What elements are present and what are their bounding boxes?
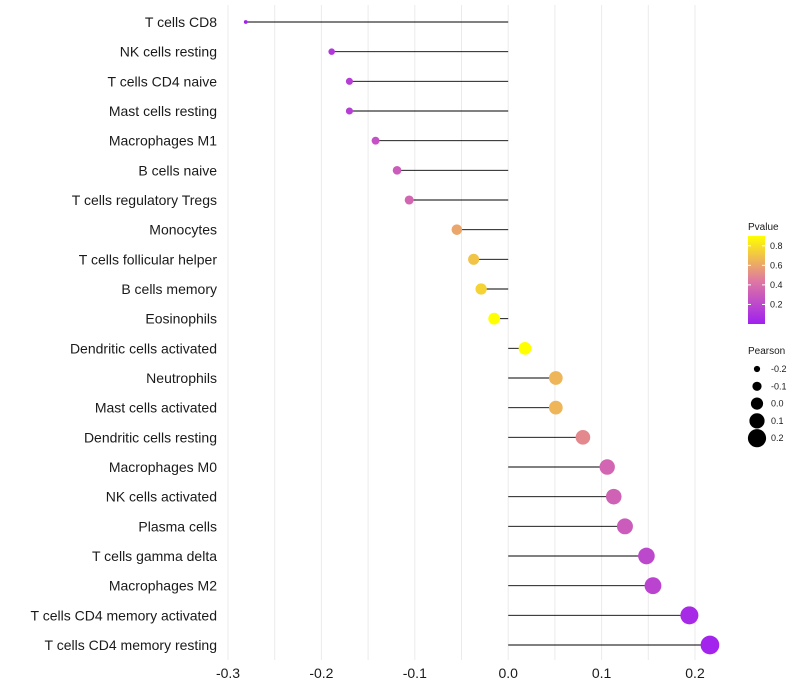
size-legend-label: -0.2: [771, 364, 787, 374]
x-tick-label: -0.1: [403, 665, 427, 681]
y-category-label: Mast cells resting: [109, 103, 217, 119]
colorbar-tick-label: 0.4: [770, 280, 783, 290]
x-tick-label: -0.2: [309, 665, 333, 681]
colorbar-tick-label: 0.2: [770, 299, 783, 309]
pearson-legend-title: Pearson: [748, 346, 785, 357]
grid-layer: [227, 5, 696, 660]
lollipop-point: [680, 606, 699, 625]
size-legend-label: 0.0: [771, 399, 784, 409]
x-tick-label: -0.3: [216, 665, 240, 681]
lollipop-point: [404, 195, 414, 205]
pearson-legend: Pearson -0.2 -0.1 0.0 0.1 0.2: [747, 346, 787, 448]
lollipop-point: [548, 371, 563, 385]
y-axis-labels: T cells CD8 NK cells resting T cells CD4 n…: [31, 14, 218, 653]
y-category-label: Macrophages M0: [109, 459, 217, 475]
pvalue-legend-title: Pvalue: [748, 222, 779, 233]
y-category-label: T cells CD8: [145, 14, 217, 30]
y-category-label: NK cells activated: [106, 489, 217, 505]
colorbar-tick-label: 0.8: [770, 241, 783, 251]
x-tick-label: 0.0: [498, 665, 518, 681]
lollipop-point: [451, 224, 463, 235]
lollipop-point: [700, 635, 720, 655]
y-category-label: B cells memory: [121, 281, 217, 297]
size-legend-key: [750, 397, 764, 410]
size-legend-key: [749, 413, 765, 429]
lollipop-point: [518, 341, 532, 355]
x-tick-label: 0.2: [685, 665, 705, 681]
y-category-label: Eosinophils: [145, 311, 217, 327]
lollipop-point: [328, 48, 335, 55]
y-category-label: Monocytes: [149, 222, 217, 238]
lollipop-point: [616, 518, 633, 535]
size-legend-key: [753, 365, 761, 373]
lollipop-point: [475, 283, 487, 295]
y-category-label: Macrophages M2: [109, 578, 217, 594]
y-category-label: T cells CD4 memory activated: [31, 607, 217, 623]
lollipop-point: [371, 136, 380, 145]
lollipop-point: [599, 459, 615, 475]
lollipop-point: [488, 312, 501, 325]
lollipop-point: [392, 166, 402, 175]
y-category-label: Dendritic cells activated: [70, 340, 217, 356]
point-layer: [243, 20, 720, 655]
y-category-label: Neutrophils: [146, 370, 217, 386]
lollipop-point: [345, 77, 353, 85]
x-tick-label: 0.1: [592, 665, 612, 681]
lollipop-point: [548, 400, 563, 415]
lollipop-point: [243, 20, 248, 24]
lollipop-point: [638, 547, 655, 565]
size-legend-key: [752, 381, 762, 391]
lollipop-point: [605, 488, 622, 505]
y-category-label: Macrophages M1: [109, 133, 217, 149]
y-category-label: T cells follicular helper: [79, 251, 218, 267]
lollipop-point: [468, 253, 480, 265]
pvalue-legend: Pvalue 0.8 0.6 0.4 0.2: [748, 222, 783, 324]
y-category-label: T cells gamma delta: [92, 548, 217, 564]
size-legend-label: -0.1: [771, 381, 787, 391]
y-category-label: T cells CD4 naive: [108, 73, 218, 89]
pvalue-colorbar: [748, 236, 765, 324]
y-category-label: Mast cells activated: [95, 400, 217, 416]
lollipop-point: [345, 107, 353, 115]
size-legend-key: [747, 429, 767, 448]
colorbar-tick-label: 0.6: [770, 260, 783, 270]
size-legend-label: 0.1: [771, 416, 784, 426]
x-axis-ticks: -0.3 -0.2 -0.1 0.0 0.1 0.2: [216, 665, 705, 681]
y-category-label: NK cells resting: [120, 44, 217, 60]
y-category-label: B cells naive: [138, 162, 217, 178]
y-category-label: Dendritic cells resting: [84, 429, 217, 445]
y-category-label: T cells CD4 memory resting: [45, 637, 217, 653]
lollipop-point: [644, 577, 662, 595]
size-legend-label: 0.2: [771, 433, 784, 443]
lollipop-point: [575, 430, 591, 445]
y-category-label: Plasma cells: [138, 518, 217, 534]
y-category-label: T cells regulatory Tregs: [72, 192, 217, 208]
